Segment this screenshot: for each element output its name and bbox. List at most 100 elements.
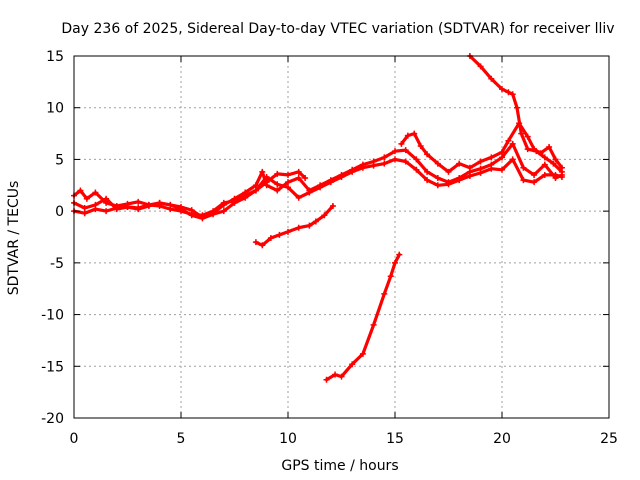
data-point-marker xyxy=(398,140,405,147)
data-point-marker xyxy=(349,168,356,175)
data-point-marker xyxy=(445,181,452,188)
data-point-marker xyxy=(188,212,195,219)
chart-title: Day 236 of 2025, Sidereal Day-to-day VTE… xyxy=(61,21,614,37)
data-point-marker xyxy=(499,154,505,161)
data-point-marker xyxy=(411,130,418,137)
data-point-marker xyxy=(285,184,291,191)
data-point-marker xyxy=(327,179,334,186)
data-point-marker xyxy=(135,198,142,205)
data-point-marker xyxy=(558,174,565,181)
data-point-marker xyxy=(520,177,527,184)
data-point-marker xyxy=(103,208,110,215)
data-point-marker xyxy=(323,376,330,383)
data-point-marker xyxy=(259,168,266,175)
data-point-marker xyxy=(520,164,527,171)
data-series-group xyxy=(71,53,565,383)
data-point-marker xyxy=(396,251,403,258)
y-tick-label: 15 xyxy=(46,49,64,65)
data-point-marker xyxy=(488,75,495,82)
data-point-marker xyxy=(477,169,484,176)
data-point-marker xyxy=(231,199,238,206)
data-point-marker xyxy=(81,210,88,217)
x-tick-label: 5 xyxy=(177,431,186,447)
data-point-marker xyxy=(252,182,259,189)
x-axis-label: GPS time / hours xyxy=(281,458,398,474)
data-point-marker xyxy=(263,174,270,181)
data-point-marker xyxy=(242,194,249,201)
data-point-marker xyxy=(252,239,259,246)
data-point-marker xyxy=(434,160,441,167)
data-point-marker xyxy=(220,199,227,206)
data-point-marker xyxy=(317,184,324,191)
data-point-marker xyxy=(518,130,525,137)
x-tick-label: 20 xyxy=(493,431,511,447)
y-tick-label: -20 xyxy=(41,411,64,427)
data-point-marker xyxy=(252,187,259,194)
data-point-marker xyxy=(370,162,377,169)
data-point-marker xyxy=(156,199,163,206)
data-point-marker xyxy=(392,156,398,163)
data-point-marker xyxy=(338,373,345,380)
data-point-marker xyxy=(434,182,441,189)
y-tick-label: 10 xyxy=(46,101,64,117)
data-point-marker xyxy=(381,160,388,167)
data-point-marker xyxy=(387,273,394,280)
data-point-marker xyxy=(424,151,431,158)
y-tick-label: -5 xyxy=(50,256,64,272)
data-point-marker xyxy=(349,361,356,368)
series-line-6 xyxy=(254,204,335,247)
data-point-marker xyxy=(113,205,120,212)
x-tick-label: 10 xyxy=(279,431,297,447)
y-axis-ticks: -20 -15 -10 -5 0 5 10 15 xyxy=(41,49,609,427)
data-point-marker xyxy=(381,154,388,161)
data-point-marker xyxy=(509,91,516,98)
data-point-marker xyxy=(83,195,90,202)
data-point-marker xyxy=(285,171,291,178)
data-point-marker xyxy=(402,158,409,165)
data-point-marker xyxy=(220,208,227,215)
data-point-marker xyxy=(466,164,473,171)
data-point-marker xyxy=(267,235,274,242)
data-point-marker xyxy=(404,132,411,139)
data-point-marker xyxy=(531,171,538,178)
data-point-marker xyxy=(210,211,217,218)
data-point-marker xyxy=(92,206,99,213)
data-point-marker xyxy=(199,215,206,222)
data-point-marker xyxy=(533,148,540,155)
data-point-marker xyxy=(312,218,319,225)
data-point-marker xyxy=(124,204,131,211)
series-line-7 xyxy=(324,253,401,382)
data-point-marker xyxy=(285,179,291,186)
y-axis-label: SDTVAR / TECUs xyxy=(6,181,22,296)
data-point-marker xyxy=(263,179,270,186)
data-point-marker xyxy=(499,149,505,156)
data-point-marker xyxy=(505,89,512,96)
data-point-marker xyxy=(103,195,110,202)
data-point-marker xyxy=(274,181,281,188)
y-tick-label: 0 xyxy=(55,204,64,220)
data-point-marker xyxy=(445,168,452,175)
data-point-marker xyxy=(359,350,366,357)
data-point-marker xyxy=(392,259,398,266)
y-tick-label: 5 xyxy=(55,152,64,168)
data-point-marker xyxy=(424,168,431,175)
data-point-marker xyxy=(135,206,142,213)
data-point-marker xyxy=(546,144,553,151)
data-point-marker xyxy=(524,146,531,153)
data-point-marker xyxy=(274,170,281,177)
data-point-marker xyxy=(505,137,512,144)
data-point-marker xyxy=(552,171,559,178)
data-point-marker xyxy=(417,142,424,149)
data-point-marker xyxy=(259,242,266,249)
data-point-marker xyxy=(531,179,538,186)
data-point-marker xyxy=(306,189,313,196)
data-point-marker xyxy=(276,231,283,238)
data-point-marker xyxy=(524,133,531,140)
data-point-marker xyxy=(302,175,309,182)
data-point-marker xyxy=(359,164,366,171)
data-point-marker xyxy=(424,177,431,184)
data-point-marker xyxy=(295,194,302,201)
data-point-marker xyxy=(509,140,516,147)
data-point-marker xyxy=(541,154,548,161)
